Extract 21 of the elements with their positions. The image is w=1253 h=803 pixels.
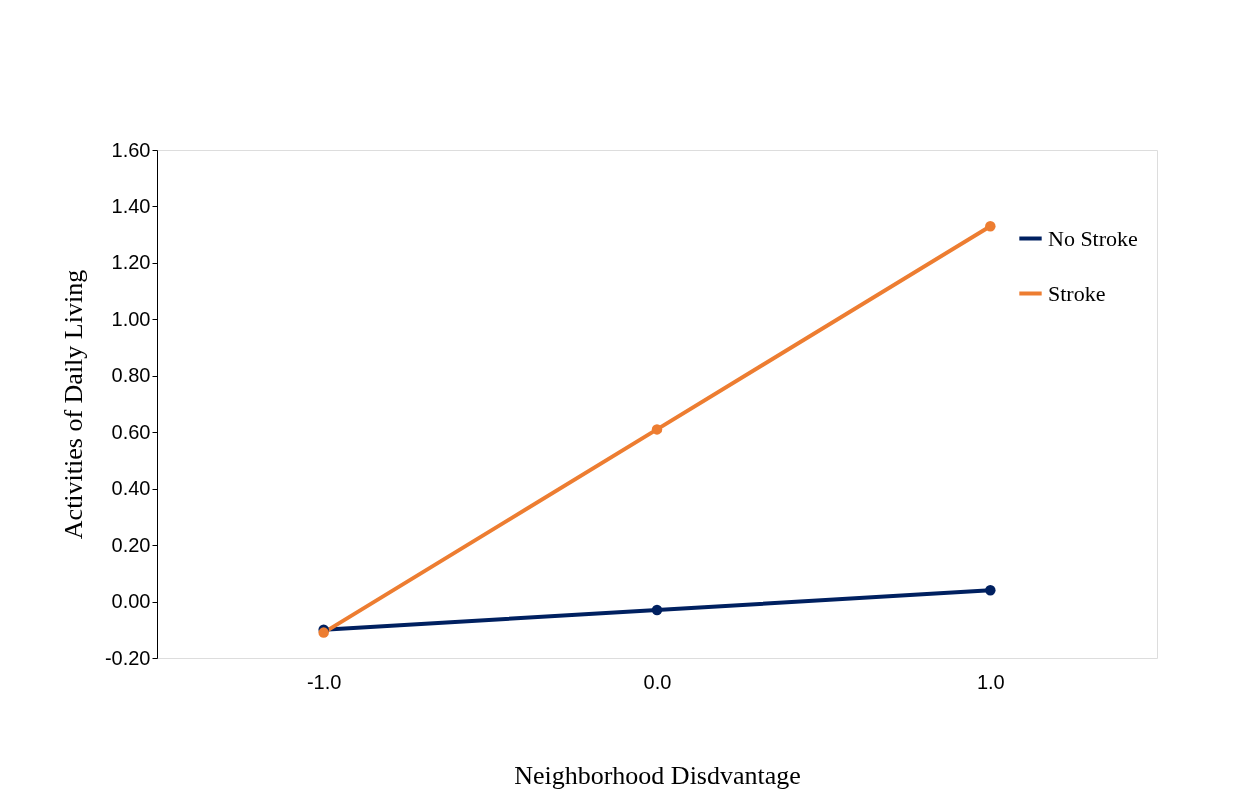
point [985, 585, 996, 596]
y-tick-label: -0.20 [104, 646, 151, 669]
point [651, 424, 663, 435]
y-tick-label: 0.80 [111, 364, 151, 387]
x-tick-label: 1.0 [976, 670, 1005, 693]
y-tick-label: 1.20 [111, 251, 151, 274]
y-tick-label: 1.40 [111, 194, 151, 217]
y-tick-label: 0.60 [111, 420, 151, 443]
y-tick-label: 1.60 [111, 138, 151, 161]
legend-label: No Stroke [1048, 225, 1138, 251]
point [985, 220, 996, 232]
y-axis-title: Activities of Daily Living [58, 269, 88, 540]
x-axis-title: Neighborhood Disdvantage [514, 760, 801, 790]
legend-label: Stroke [1048, 280, 1106, 306]
y-tick-label: 0.20 [111, 533, 151, 556]
x-tick-label: 0.0 [643, 670, 672, 693]
y-tick-label: 0.00 [111, 590, 151, 613]
y-tick-label: 0.40 [111, 477, 151, 500]
y-tick-label: 1.00 [111, 307, 151, 330]
point [651, 604, 663, 616]
x-tick-label: -1.0 [306, 670, 342, 693]
